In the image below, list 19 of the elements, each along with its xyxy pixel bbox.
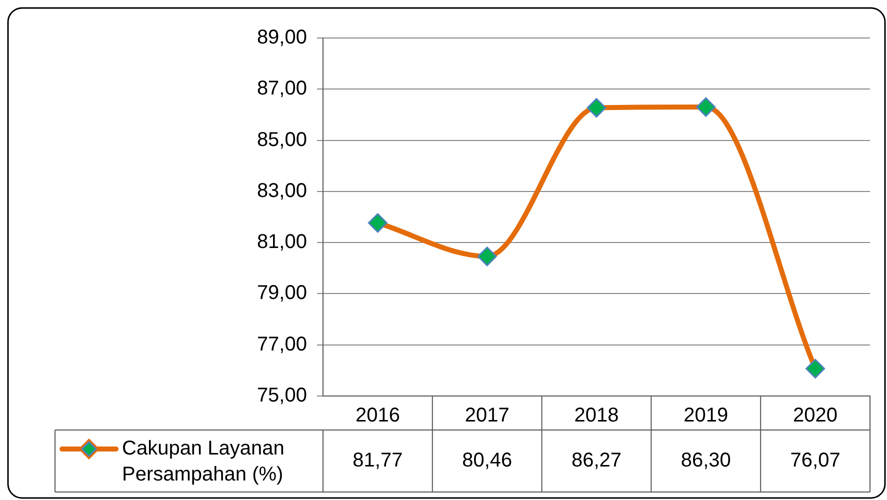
y-tick-label: 87,00: [256, 78, 307, 100]
y-tick-label: 77,00: [256, 333, 307, 356]
data-label: 81,77: [352, 450, 403, 472]
data-label: 80,46: [462, 450, 512, 472]
data-label: 76,07: [790, 450, 840, 472]
y-tick-label: 75,00: [256, 384, 307, 407]
x-tick-label: 2018: [574, 404, 619, 427]
y-tick-label: 89,00: [256, 26, 307, 49]
y-tick-label: 79,00: [256, 282, 307, 304]
y-tick-label: 81,00: [256, 231, 307, 254]
y-tick-label: 85,00: [256, 128, 307, 151]
y-tick-label: 83,00: [256, 180, 307, 202]
x-tick-label: 2019: [684, 404, 728, 427]
data-label: 86,30: [680, 450, 731, 472]
x-tick-label: 2016: [355, 404, 400, 427]
legend-label: Cakupan Layanan Persampahan (%): [122, 438, 284, 486]
data-label: 86,27: [571, 450, 622, 472]
x-tick-label: 2017: [464, 404, 510, 427]
x-tick-label: 2020: [793, 404, 838, 427]
